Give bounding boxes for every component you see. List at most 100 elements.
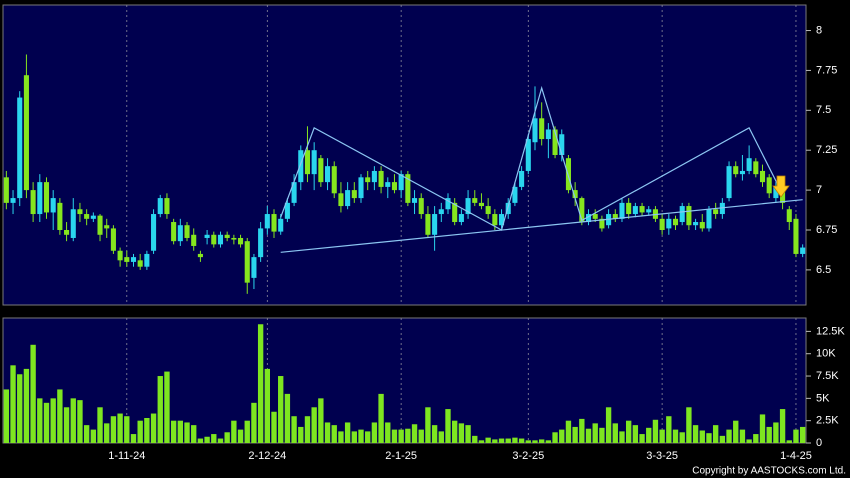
- candle-body: [539, 118, 545, 140]
- candle-body: [438, 209, 444, 215]
- volume-bar: [244, 420, 250, 443]
- volume-bar: [385, 422, 391, 443]
- candle-body: [278, 218, 284, 232]
- candle-body: [639, 206, 645, 213]
- volume-bar: [565, 420, 572, 443]
- volume-bar: [144, 418, 150, 443]
- candle-body: [766, 177, 772, 194]
- volume-bar: [378, 393, 384, 443]
- candle-body: [244, 241, 250, 283]
- volume-bar: [170, 420, 177, 443]
- candle-body: [672, 218, 679, 226]
- volume-bar: [773, 422, 779, 443]
- volume-bar: [418, 429, 424, 443]
- volume-bar: [478, 440, 485, 443]
- candle-body: [719, 202, 725, 215]
- volume-bar: [559, 429, 565, 443]
- candle-body: [800, 247, 806, 254]
- candle-body: [626, 202, 632, 215]
- volume-bar: [231, 420, 237, 443]
- volume-bar: [358, 429, 364, 443]
- candle-body: [371, 170, 377, 183]
- volume-bar: [766, 426, 772, 443]
- volume-bar: [344, 422, 351, 443]
- y-tick-label: 10K: [816, 348, 836, 360]
- volume-bar: [659, 429, 665, 443]
- candle-body: [519, 170, 525, 187]
- candle-body: [599, 218, 605, 229]
- volume-bar: [652, 419, 659, 443]
- volume-bar: [572, 426, 578, 443]
- credit: Copyright by AASTOCKS.com Ltd.: [692, 466, 846, 477]
- volume-bar: [57, 389, 63, 443]
- volume-bar: [639, 434, 645, 443]
- candle-body: [10, 198, 16, 203]
- price-panel: [2, 4, 807, 306]
- volume-bar: [545, 440, 552, 443]
- volume-bar: [532, 440, 538, 443]
- volume-bar: [719, 435, 726, 443]
- candle-body: [331, 166, 337, 194]
- candle-body: [345, 190, 351, 207]
- candle-body: [338, 193, 344, 207]
- volume-bar: [458, 423, 465, 443]
- y-tick-label: 0: [816, 437, 822, 449]
- candle-body: [37, 182, 43, 215]
- candle-body: [485, 206, 491, 215]
- candle-body: [391, 182, 398, 191]
- volume-bar: [77, 400, 83, 443]
- candle-body: [713, 209, 719, 215]
- y-tick-label: 12.5K: [816, 325, 845, 337]
- volume-bar: [592, 423, 598, 443]
- candle-body: [733, 166, 739, 175]
- y-tick-label: 7: [816, 184, 822, 196]
- candle-body: [284, 202, 290, 219]
- candle-body: [151, 214, 157, 251]
- volume-bar: [124, 416, 130, 443]
- volume-bar: [753, 434, 759, 443]
- candle-body: [258, 228, 264, 258]
- volume-bar: [646, 427, 652, 443]
- volume-bar: [579, 418, 585, 443]
- volume-bar: [759, 414, 766, 443]
- candle-body: [585, 214, 592, 223]
- candle-body: [552, 129, 558, 155]
- volume-bar: [331, 425, 337, 443]
- volume-bar: [799, 426, 806, 443]
- candle-body: [545, 129, 551, 140]
- volume-bar: [371, 422, 378, 443]
- volume-bar: [679, 432, 685, 443]
- volume-bar: [284, 393, 291, 443]
- y-tick-label: 8: [816, 24, 822, 36]
- candle-body: [793, 218, 799, 254]
- candle-body: [358, 177, 364, 199]
- volume-bar: [405, 428, 411, 443]
- candle-body: [699, 222, 705, 229]
- candle-body: [124, 257, 130, 262]
- candle-body: [418, 198, 424, 215]
- volume-bar: [686, 407, 692, 443]
- candle-body: [64, 230, 70, 235]
- volume-bar: [83, 425, 90, 443]
- candle-body: [110, 228, 116, 251]
- y-tick-label: 2.5K: [816, 415, 839, 427]
- x-tick-label: 3-3-25: [646, 450, 678, 462]
- volume-bar: [505, 438, 511, 443]
- candle-body: [646, 209, 652, 213]
- candle-body: [157, 198, 163, 215]
- candle-body: [478, 202, 484, 207]
- candle-body: [197, 253, 203, 258]
- candle-body: [137, 260, 143, 267]
- volume-bar: [612, 423, 618, 443]
- candle-body: [726, 166, 732, 199]
- candle-body: [365, 177, 371, 183]
- candle-body: [84, 214, 90, 219]
- candle-body: [398, 174, 404, 191]
- volume-bar: [324, 422, 331, 443]
- candle-body: [164, 198, 170, 215]
- volume-bar: [211, 434, 217, 443]
- volume-bar: [625, 420, 632, 443]
- x-tick-label: 3-2-25: [512, 450, 544, 462]
- candle-body: [739, 170, 745, 175]
